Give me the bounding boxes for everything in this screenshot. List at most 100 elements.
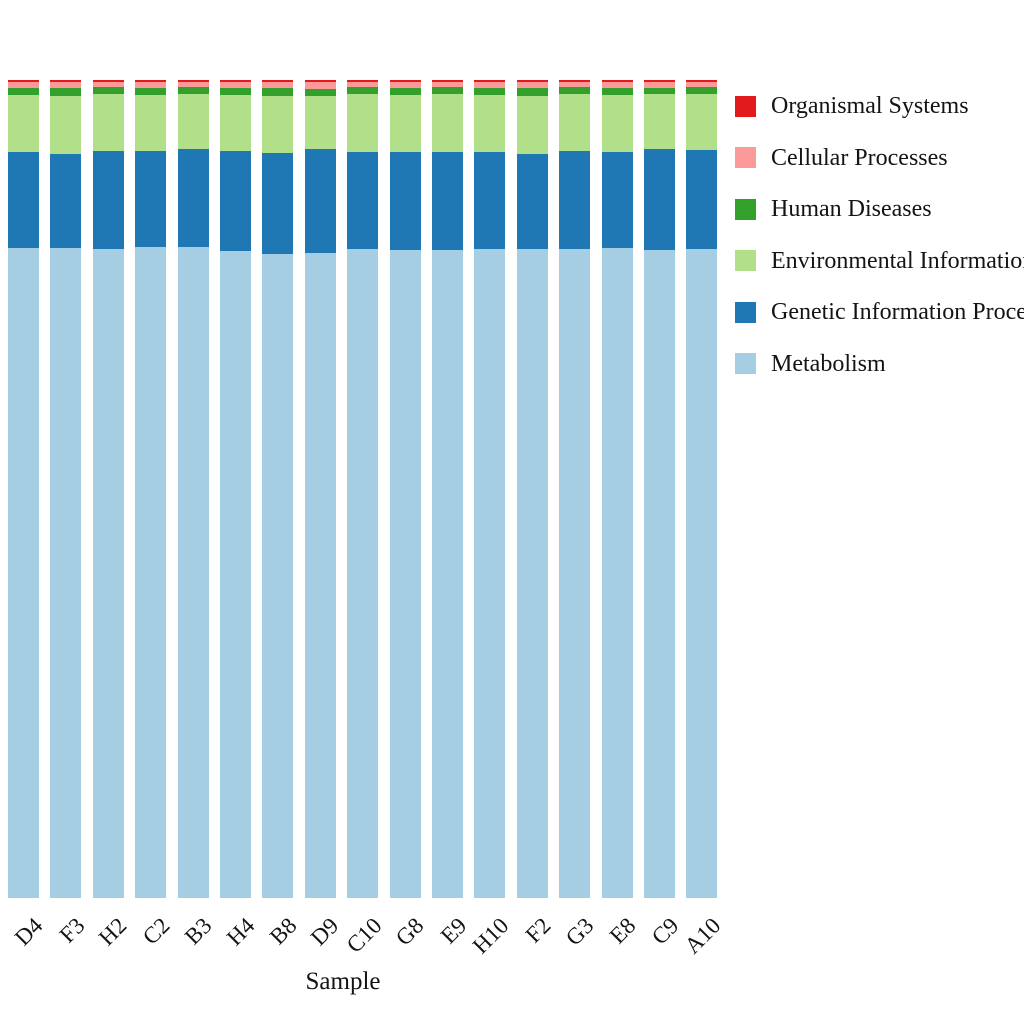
legend-label: Cellular Processes <box>771 144 948 171</box>
bar-segment <box>686 82 718 88</box>
bar-C9 <box>644 80 675 898</box>
bar-segment <box>601 82 633 88</box>
bar-segment <box>50 248 82 898</box>
bar-segment <box>304 80 336 83</box>
bar-segment <box>644 80 675 83</box>
bar-segment <box>304 95 336 150</box>
bar-segment <box>262 152 294 255</box>
bar-segment <box>474 82 506 88</box>
bar-segment <box>220 80 251 83</box>
bar-segment <box>8 87 39 95</box>
bar-G8 <box>389 80 421 898</box>
bar-segment <box>432 94 463 152</box>
bar-segment <box>686 94 718 150</box>
bar-segment <box>516 249 548 898</box>
bar-segment <box>50 80 82 83</box>
bar-segment <box>92 94 124 151</box>
bar-segment <box>559 80 591 83</box>
bar-segment <box>347 94 379 152</box>
bar-F3 <box>50 80 82 898</box>
bar-C10 <box>347 80 379 898</box>
bar-segment <box>601 248 633 898</box>
bar-F2 <box>516 80 548 898</box>
bar-segment <box>304 88 336 96</box>
bar-segment <box>347 80 379 83</box>
bar-segment <box>304 149 336 253</box>
bar-A10 <box>686 80 718 898</box>
bar-segment <box>220 94 251 152</box>
bar-D4 <box>8 80 39 898</box>
bar-segment <box>389 151 421 250</box>
bar-segment <box>474 87 506 95</box>
legend-label: Environmental Information Processing <box>771 247 1024 274</box>
bar-segment <box>92 82 124 88</box>
bar-segment <box>601 151 633 249</box>
bar-segment <box>432 249 463 898</box>
bar-segment <box>559 87 591 95</box>
bar-B8 <box>262 80 294 898</box>
bar-D9 <box>304 80 336 898</box>
legend-swatch-icon <box>735 250 756 271</box>
bar-segment <box>686 80 718 83</box>
bar-segment <box>347 151 379 249</box>
bar-B3 <box>177 80 209 898</box>
bar-segment <box>474 80 506 83</box>
bar-segment <box>516 80 548 83</box>
bar-segment <box>389 82 421 88</box>
bar-segment <box>559 150 591 249</box>
bar-segment <box>644 94 675 150</box>
bar-segment <box>389 249 421 898</box>
bar-segment <box>644 149 675 250</box>
bar-segment <box>262 254 294 898</box>
bar-segment <box>304 82 336 89</box>
bar-segment <box>686 248 718 898</box>
bar-segment <box>601 80 633 83</box>
bar-segment <box>135 80 167 83</box>
bar-segment <box>50 88 82 96</box>
bar-segment <box>92 87 124 95</box>
bar-segment <box>50 153 82 249</box>
bar-segment <box>474 249 506 898</box>
bar-segment <box>262 82 294 89</box>
bar-segment <box>177 80 209 83</box>
legend-item: Environmental Information Processing <box>735 248 1024 274</box>
bar-segment <box>644 87 675 95</box>
bar-segment <box>559 94 591 151</box>
bar-segment <box>686 149 718 249</box>
bar-segment <box>177 93 209 149</box>
bar-segment <box>516 82 548 89</box>
bar-segment <box>644 249 675 898</box>
bar-segment <box>92 80 124 83</box>
bar-segment <box>177 246 209 898</box>
bar-H4 <box>220 80 251 898</box>
bar-G3 <box>559 80 591 898</box>
bar-segment <box>8 82 39 88</box>
legend-label: Organismal Systems <box>771 93 969 119</box>
bar-segment <box>516 153 548 250</box>
legend-swatch-icon <box>735 198 756 220</box>
bar-segment <box>220 250 251 898</box>
legend-item: Organismal Systems <box>735 93 969 119</box>
bar-segment <box>177 82 209 88</box>
bar-segment <box>347 248 379 898</box>
bar-segment <box>389 80 421 83</box>
bar-segment <box>92 150 124 249</box>
bar-segment <box>601 94 633 152</box>
legend-swatch-icon <box>735 353 756 374</box>
bar-segment <box>432 80 463 83</box>
legend-item: Human Diseases <box>735 196 932 222</box>
bar-segment <box>347 87 379 95</box>
legend-swatch-icon <box>735 95 756 117</box>
bar-segment <box>347 82 379 88</box>
bar-segment <box>8 94 39 152</box>
bar-segment <box>389 95 421 152</box>
bar-segment <box>432 82 463 88</box>
bar-segment <box>559 248 591 898</box>
bar-segment <box>177 87 209 94</box>
bar-C2 <box>135 80 167 898</box>
bar-segment <box>135 247 167 898</box>
bar-segment <box>474 94 506 152</box>
legend-label: Metabolism <box>771 350 886 377</box>
bar-segment <box>304 252 336 898</box>
